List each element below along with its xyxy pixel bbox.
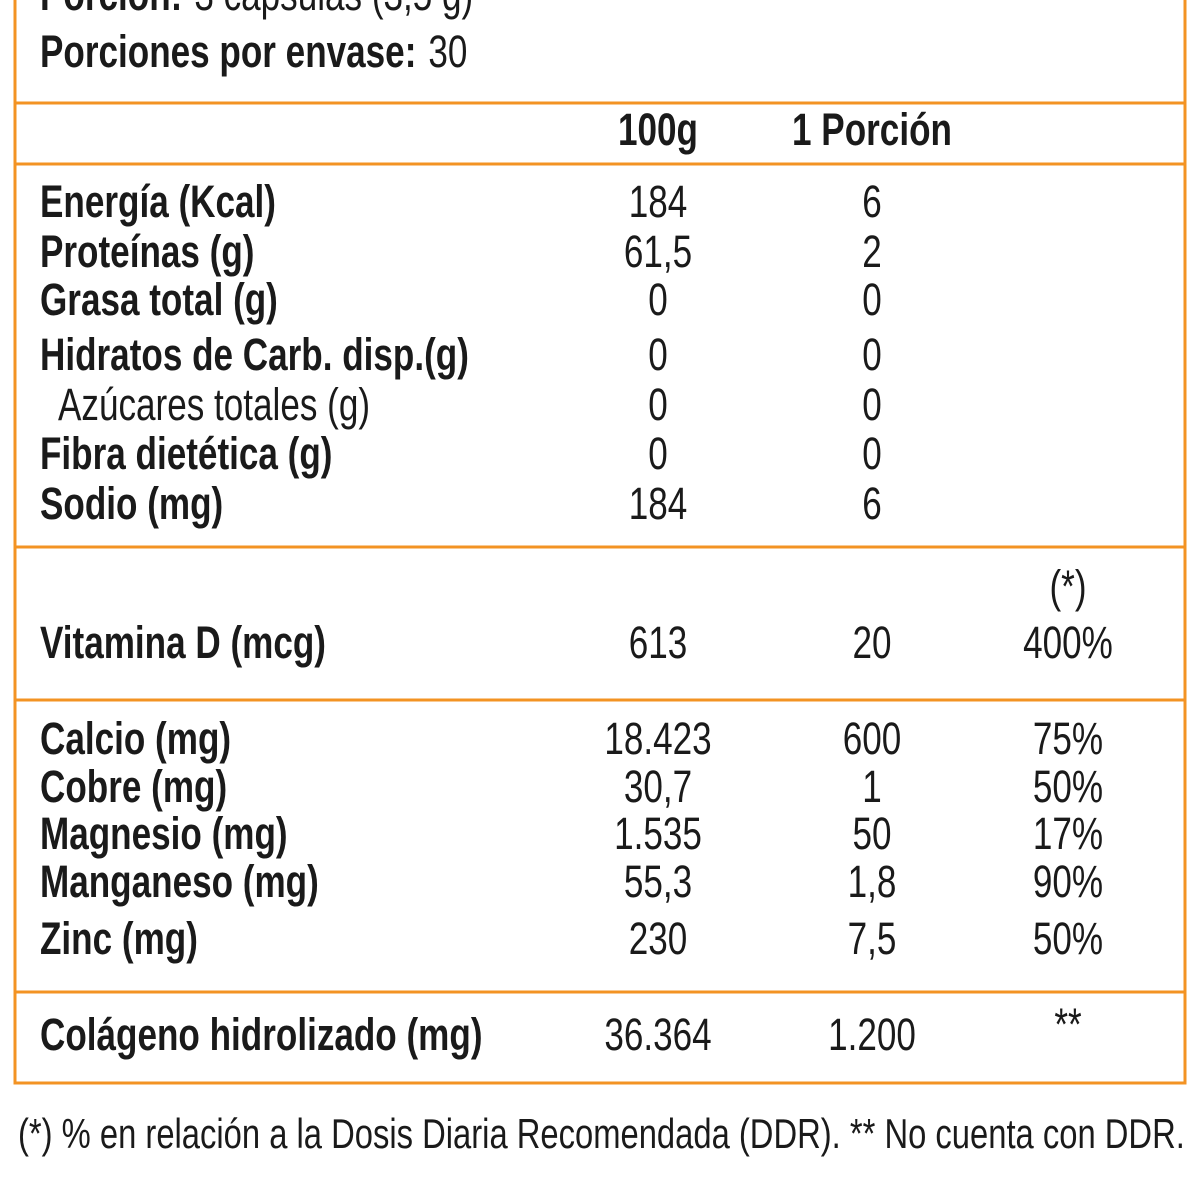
row-label: Vitamina D (mcg) xyxy=(40,617,326,668)
header-label: Porción: xyxy=(40,0,182,20)
row-label: Manganeso (mg) xyxy=(40,856,319,907)
value-100g: 184 xyxy=(629,176,688,227)
column-header: 100g xyxy=(618,104,698,155)
value-serving: 0 xyxy=(862,274,882,325)
value-serving: 0 xyxy=(862,428,882,479)
value-100g: 55,3 xyxy=(624,856,692,907)
value-100g: 61,5 xyxy=(624,226,692,277)
value-100g: 0 xyxy=(648,379,668,430)
value-serving: 6 xyxy=(862,478,882,529)
row-label: Energía (Kcal) xyxy=(40,176,276,227)
value-100g: 184 xyxy=(629,478,688,529)
value-ddr: ** xyxy=(1054,999,1082,1050)
value-serving: 1,8 xyxy=(848,856,897,907)
row-label: Cobre (mg) xyxy=(40,761,227,812)
row-label: Calcio (mg) xyxy=(40,713,231,764)
row-label: Zinc (mg) xyxy=(40,913,198,964)
row-label: Proteínas (g) xyxy=(40,226,254,277)
value-serving: 1.200 xyxy=(828,1009,916,1060)
value-serving: 600 xyxy=(843,713,902,764)
value-serving: 7,5 xyxy=(848,913,897,964)
value-serving: 0 xyxy=(862,379,882,430)
header-value: 3 cápsulas (3,5 g) xyxy=(194,0,473,20)
value-ddr: 400% xyxy=(1023,617,1113,668)
value-ddr: 50% xyxy=(1033,913,1103,964)
header-label: Porciones por envase: xyxy=(40,26,416,77)
column-header: 1 Porción xyxy=(792,104,952,155)
value-serving: 1 xyxy=(862,761,882,812)
ddr-note: (*) xyxy=(1049,561,1086,612)
value-serving: 0 xyxy=(862,329,882,380)
value-100g: 230 xyxy=(629,913,688,964)
value-100g: 0 xyxy=(648,329,668,380)
value-serving: 20 xyxy=(852,617,891,668)
value-serving: 2 xyxy=(862,226,882,277)
value-100g: 36.364 xyxy=(604,1009,711,1060)
value-ddr: 50% xyxy=(1033,761,1103,812)
value-100g: 18.423 xyxy=(604,713,711,764)
header-value: 30 xyxy=(428,26,467,77)
value-100g: 0 xyxy=(648,274,668,325)
row-label: Sodio (mg) xyxy=(40,478,223,529)
row-label: Azúcares totales (g) xyxy=(58,379,370,430)
value-100g: 30,7 xyxy=(624,761,692,812)
row-label: Magnesio (mg) xyxy=(40,808,288,859)
row-label: Grasa total (g) xyxy=(40,274,278,325)
value-100g: 613 xyxy=(629,617,688,668)
table-frame xyxy=(13,0,1187,1085)
value-serving: 6 xyxy=(862,176,882,227)
value-100g: 1.535 xyxy=(614,808,702,859)
value-ddr: 75% xyxy=(1033,713,1103,764)
row-label: Fibra dietética (g) xyxy=(40,428,332,479)
value-ddr: 90% xyxy=(1033,856,1103,907)
value-serving: 50 xyxy=(852,808,891,859)
row-label: Colágeno hidrolizado (mg) xyxy=(40,1009,483,1060)
row-label: Hidratos de Carb. disp.(g) xyxy=(40,329,469,380)
footnote: (*) % en relación a la Dosis Diaria Reco… xyxy=(18,1110,1185,1157)
value-100g: 0 xyxy=(648,428,668,479)
value-ddr: 17% xyxy=(1033,808,1103,859)
